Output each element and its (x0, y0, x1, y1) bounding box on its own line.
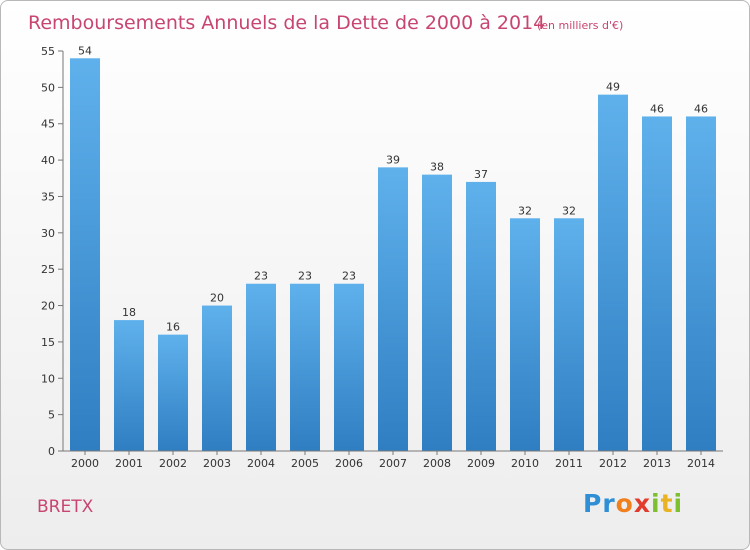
bar-2013 (642, 116, 672, 452)
y-tick-label: 35 (41, 190, 55, 203)
y-tick-label: 15 (41, 336, 55, 349)
value-label-2013: 46 (650, 102, 664, 115)
chart-subtitle: (en milliers d'€) (537, 19, 623, 32)
logo-letter: r (602, 489, 616, 518)
y-tick-label: 55 (41, 45, 55, 58)
bar-2007 (378, 167, 408, 451)
bar-2004 (246, 283, 276, 451)
value-label-2011: 32 (562, 204, 576, 217)
bars: 54 18 16 20 23 23 23 39 38 37 32 32 49 46 46 (70, 44, 716, 452)
value-label-2002: 16 (166, 321, 180, 334)
y-tick-label: 0 (48, 445, 55, 458)
x-tick-label-2010: 2010 (511, 457, 539, 470)
bar-2014 (686, 116, 716, 452)
value-label-2001: 18 (122, 306, 136, 319)
x-tick-label-2001: 2001 (115, 457, 143, 470)
bar-2011 (554, 218, 584, 451)
y-tick-label: 10 (41, 372, 55, 385)
x-tick-label-2011: 2011 (555, 457, 583, 470)
chart-title: Remboursements Annuels de la Dette de 20… (28, 12, 545, 34)
x-tick-label-2003: 2003 (203, 457, 231, 470)
value-label-2007: 39 (386, 153, 400, 166)
y-tick-label: 50 (41, 81, 55, 94)
value-label-2006: 23 (342, 270, 356, 283)
value-label-2012: 49 (606, 81, 620, 94)
logo-letter: P (583, 489, 603, 518)
x-tick-label-2006: 2006 (335, 457, 363, 470)
y-tick-label: 45 (41, 118, 55, 131)
y-tick-label: 30 (41, 227, 55, 240)
y-tick-label: 5 (48, 409, 55, 422)
value-label-2010: 32 (518, 204, 532, 217)
x-tick-label-2009: 2009 (467, 457, 495, 470)
x-tick-label-2004: 2004 (247, 457, 275, 470)
proxiti-logo: Proxiti (583, 489, 683, 518)
bar-2009 (466, 181, 496, 451)
bar-2010 (510, 218, 540, 451)
value-label-2008: 38 (430, 161, 444, 174)
x-tick-label-2002: 2002 (159, 457, 187, 470)
bar-2005 (290, 283, 320, 451)
bar-2008 (422, 174, 452, 452)
value-label-2014: 46 (694, 102, 708, 115)
bar-2002 (158, 334, 188, 451)
value-label-2004: 23 (254, 270, 268, 283)
bar-2000 (70, 58, 100, 451)
logo-letter: i (651, 489, 661, 518)
bar-2001 (114, 320, 144, 451)
y-axis: 0 5 10 15 20 25 30 35 40 45 50 55 (41, 45, 64, 458)
x-tick-label-2000: 2000 (71, 457, 99, 470)
x-tick-label-2013: 2013 (643, 457, 671, 470)
bar-2003 (202, 305, 232, 451)
logo-letter: x (633, 489, 651, 518)
logo-letter: o (615, 489, 634, 518)
y-tick-label: 25 (41, 263, 55, 276)
logo-letter: i (673, 489, 684, 518)
bar-2012 (598, 94, 628, 452)
x-tick-label-2005: 2005 (291, 457, 319, 470)
value-label-2005: 23 (298, 270, 312, 283)
y-tick-label: 40 (41, 154, 55, 167)
x-tick-label-2008: 2008 (423, 457, 451, 470)
value-label-2003: 20 (210, 292, 224, 305)
x-tick-label-2012: 2012 (599, 457, 627, 470)
value-label-2009: 37 (474, 168, 488, 181)
value-label-2000: 54 (78, 44, 92, 57)
x-tick-label-2007: 2007 (379, 457, 407, 470)
bar-2006 (334, 283, 364, 451)
x-tick-label-2014: 2014 (687, 457, 715, 470)
x-axis: 2000 2001 2002 2003 2004 2005 2006 2007 2008 2009… (63, 450, 723, 470)
logo-letter: t (660, 489, 674, 518)
commune-name: BRETX (37, 497, 94, 517)
y-tick-label: 20 (41, 300, 55, 313)
